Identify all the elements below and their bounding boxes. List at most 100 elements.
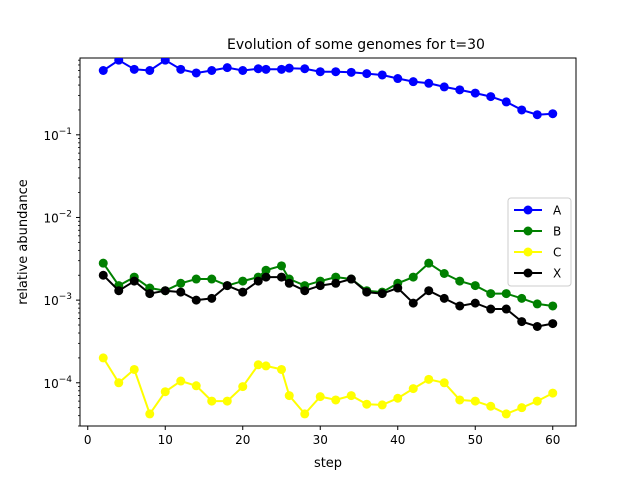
series-c-point	[253, 360, 263, 370]
series-x-point	[362, 287, 372, 297]
legend-a-label: A	[553, 204, 562, 218]
series-a-point	[191, 68, 201, 78]
series-x-point	[486, 304, 496, 314]
series-x-point	[455, 301, 465, 311]
series-a-point	[331, 67, 341, 77]
series-x-point	[393, 283, 403, 293]
chart-title: Evolution of some genomes for t=30	[227, 37, 485, 53]
series-c-point	[176, 376, 186, 386]
series-a-point	[98, 66, 108, 76]
x-tick-label: 40	[390, 433, 405, 447]
series-c-point	[114, 378, 124, 388]
series-c-point	[548, 388, 558, 398]
series-x-point	[207, 293, 217, 303]
series-a-point	[253, 64, 263, 74]
series-b-point	[532, 299, 542, 309]
series-a-point	[377, 70, 387, 80]
series-x-point	[98, 270, 108, 280]
series-c-point	[300, 409, 310, 419]
series-c-point	[277, 364, 286, 374]
series-c-point	[377, 400, 387, 410]
series-c-point	[455, 395, 465, 405]
x-tick-label: 60	[545, 433, 560, 447]
series-a-point	[439, 82, 449, 92]
series-a-point	[129, 64, 139, 74]
series-b-point	[501, 289, 511, 299]
x-axis-label: step	[314, 456, 342, 471]
series-c-point	[501, 409, 511, 419]
x-tick-label: 0	[84, 433, 92, 447]
legend-c-label: C	[553, 246, 561, 260]
series-c-point	[393, 393, 403, 403]
series-x-point	[129, 276, 139, 286]
series-x-point	[160, 286, 170, 296]
series-x-point	[277, 272, 286, 282]
series-c-point	[346, 391, 356, 401]
series-c-point	[424, 374, 434, 384]
series-x-point	[300, 286, 310, 296]
series-b-point	[331, 272, 341, 282]
series-x-point	[517, 317, 527, 327]
series-a-point	[548, 109, 558, 119]
series-a-point	[408, 77, 418, 87]
series-c-point	[284, 391, 294, 401]
series-a-point	[145, 66, 155, 76]
series-c-point	[439, 378, 449, 388]
series-b-point	[486, 289, 496, 299]
series-b-point	[261, 265, 271, 275]
legend-b-label: B	[553, 225, 561, 239]
series-x-point	[114, 286, 124, 296]
x-axis: 0 10 20 30 40 50 60	[84, 426, 560, 447]
series-c-point	[517, 403, 527, 413]
series-c-point	[470, 396, 480, 406]
series-b-point	[176, 278, 186, 288]
series-b-point	[238, 276, 248, 286]
series-a-point	[176, 64, 186, 74]
series-a-point	[532, 110, 542, 120]
series-a-point	[284, 63, 294, 73]
x-tick-label: 30	[313, 433, 328, 447]
series-b-point	[548, 301, 558, 311]
series-x-point	[315, 281, 325, 291]
series-x-point	[145, 289, 155, 299]
series-a-point	[470, 88, 480, 98]
legend-c-marker	[523, 247, 533, 257]
series-x-point	[176, 287, 186, 297]
series-x-point	[253, 276, 263, 286]
series-a-point	[277, 64, 286, 74]
series-c-point	[408, 384, 418, 394]
series-c-point	[98, 353, 108, 363]
series-b-point	[470, 281, 480, 291]
series-a-point	[261, 64, 271, 74]
series-b-point	[424, 258, 434, 268]
series-a-point	[238, 66, 248, 76]
series-a-point	[207, 66, 217, 76]
series-x-point	[377, 289, 387, 299]
series-a-point	[114, 58, 124, 65]
series-c-point	[532, 396, 542, 406]
series-b-point	[277, 261, 286, 271]
series-a-point	[222, 63, 232, 73]
series-c-point	[145, 409, 155, 419]
series-x-point	[439, 293, 449, 303]
plot-area	[79, 57, 577, 427]
y-tick-label: 10−2	[43, 209, 72, 225]
y-tick-label: 10−4	[43, 375, 72, 391]
y-axis-label: relative abundance	[16, 179, 31, 304]
series-x-point	[191, 295, 201, 305]
x-tick-label: 50	[468, 433, 483, 447]
series-a-point	[393, 74, 403, 84]
series-a-point	[315, 67, 325, 77]
series-c-point	[222, 396, 232, 406]
x-tick-label: 10	[158, 433, 173, 447]
series-b-point	[439, 268, 449, 278]
series-b-point	[207, 274, 217, 284]
series-a-point	[455, 85, 465, 95]
series-c-point	[238, 382, 248, 392]
series-x-point	[284, 278, 294, 288]
series-b-point	[455, 276, 465, 286]
series-x-point	[222, 281, 232, 291]
series-x-point	[532, 321, 542, 331]
